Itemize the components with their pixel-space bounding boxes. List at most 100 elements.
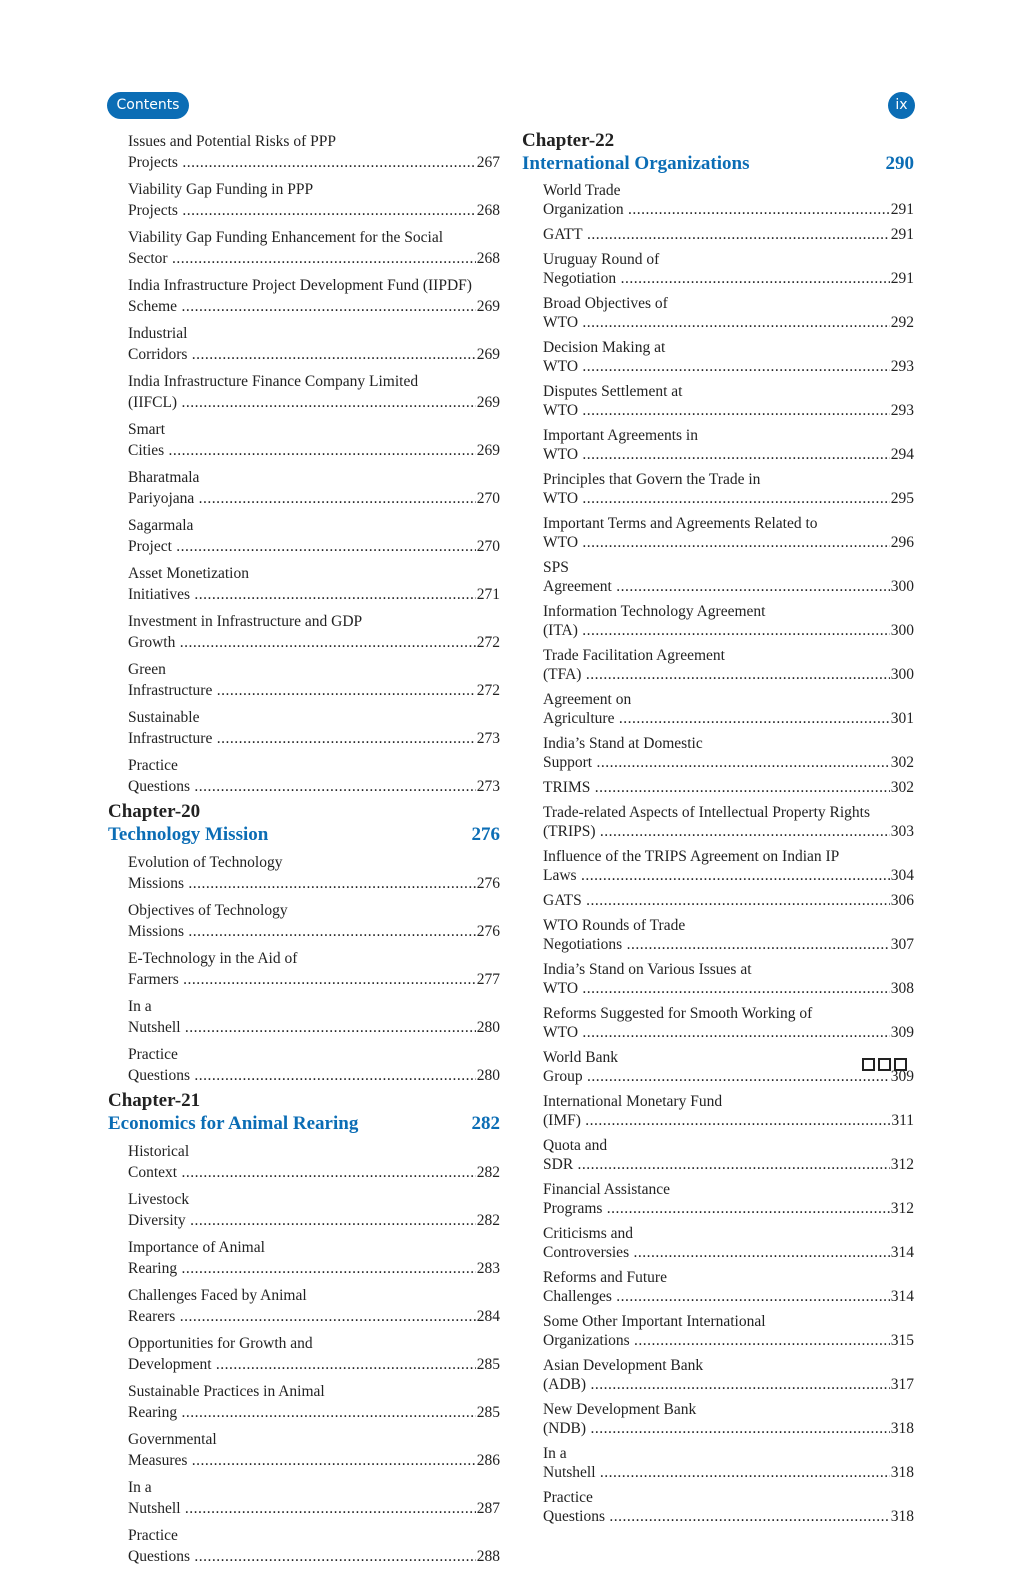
toc-entry[interactable]: Principles that Govern the Trade in WTO2… [543,470,914,508]
toc-entry-title: World Bank Group [543,1049,914,1085]
toc-entry-page: 306 [889,891,914,910]
toc-entry[interactable]: Disputes Settlement at WTO293 [543,382,914,420]
toc-entry[interactable]: Viability Gap Funding Enhancement for th… [128,227,500,269]
toc-entry[interactable]: India Infrastructure Finance Company Lim… [128,371,500,413]
toc-entry-page: 270 [475,536,500,557]
toc-entry[interactable]: India’s Stand at Domestic Support302 [543,734,914,772]
toc-entry-page: 302 [889,778,914,797]
toc-entry[interactable]: Importance of Animal Rearing283 [128,1237,500,1279]
toc-entry[interactable]: GATT291 [543,225,914,244]
toc-entry-title: In a Nutshell [128,1479,500,1517]
toc-entry-page: 287 [475,1498,500,1519]
toc-entry[interactable]: Decision Making at WTO293 [543,338,914,376]
toc-entry-page: 291 [889,200,914,219]
toc-entry[interactable]: In a Nutshell280 [128,996,500,1038]
toc-entry-page: 280 [475,1065,500,1086]
toc-entry-page: 285 [475,1402,500,1423]
toc-entry[interactable]: WTO Rounds of Trade Negotiations307 [543,916,914,954]
toc-entry[interactable]: SPS Agreement300 [543,558,914,596]
toc-entry[interactable]: India Infrastructure Project Development… [128,275,500,317]
toc-entry[interactable]: GATS306 [543,891,914,910]
toc-entry[interactable]: New Development Bank (NDB)318 [543,1400,914,1438]
toc-entry-page: 269 [475,344,500,365]
toc-entry-title: Broad Objectives of WTO [543,295,914,331]
toc-entry[interactable]: In a Nutshell287 [128,1477,500,1519]
toc-entry-title: Viability Gap Funding in PPP Projects [128,181,500,219]
toc-entry[interactable]: Some Other Important International Organ… [543,1312,914,1350]
toc-entry[interactable]: Influence of the TRIPS Agreement on Indi… [543,847,914,885]
toc-entry[interactable]: Asian Development Bank (ADB)317 [543,1356,914,1394]
toc-entry[interactable]: Practice Questions273 [128,755,500,797]
toc-entry-page: 309 [889,1023,914,1042]
toc-entry[interactable]: Information Technology Agreement (ITA)30… [543,602,914,640]
toc-entry-title: Trade Facilitation Agreement (TFA) [543,647,914,683]
toc-entry-title: Practice Questions [128,1527,500,1565]
toc-entry[interactable]: Objectives of Technology Missions276 [128,900,500,942]
toc-entry-title: International Monetary Fund (IMF) [543,1093,914,1129]
toc-entry[interactable]: India’s Stand on Various Issues at WTO30… [543,960,914,998]
toc-entry-page: 271 [475,584,500,605]
toc-entry[interactable]: Smart Cities269 [128,419,500,461]
toc-entry[interactable]: Sustainable Practices in Animal Rearing2… [128,1381,500,1423]
toc-entry[interactable]: Sagarmala Project270 [128,515,500,557]
toc-entry-title: In a Nutshell [128,998,500,1036]
toc-entry[interactable]: International Monetary Fund (IMF)311 [543,1092,914,1130]
toc-entry-page: 284 [475,1306,500,1327]
toc-entry[interactable]: Financial Assistance Programs312 [543,1180,914,1218]
toc-entry-title: Information Technology Agreement (ITA) [543,603,914,639]
toc-entry[interactable]: Quota and SDR312 [543,1136,914,1174]
toc-entry[interactable]: Important Agreements in WTO294 [543,426,914,464]
toc-entry[interactable]: Sustainable Infrastructure273 [128,707,500,749]
toc-entry[interactable]: TRIMS302 [543,778,914,797]
toc-entry-title: Principles that Govern the Trade in WTO [543,471,914,507]
toc-entry[interactable]: Industrial Corridors269 [128,323,500,365]
toc-entry[interactable]: Reforms Suggested for Smooth Working of … [543,1004,914,1042]
chapter-title[interactable]: International Organizations 290 [522,152,914,176]
toc-entry-title: Investment in Infrastructure and GDP Gro… [128,613,500,651]
toc-entry[interactable]: Green Infrastructure272 [128,659,500,701]
left-column: Issues and Potential Risks of PPP Projec… [108,131,500,1573]
toc-entry[interactable]: Livestock Diversity282 [128,1189,500,1231]
toc-entry-page: 273 [475,728,500,749]
toc-entry-title: Reforms Suggested for Smooth Working of … [543,1005,914,1041]
toc-entry-page: 288 [475,1546,500,1567]
chapter-title[interactable]: Technology Mission 276 [108,823,500,847]
toc-entry[interactable]: Uruguay Round of Negotiation291 [543,250,914,288]
toc-entry-title: Sustainable Practices in Animal Rearing [128,1383,500,1421]
toc-entry[interactable]: Important Terms and Agreements Related t… [543,514,914,552]
toc-entry[interactable]: Issues and Potential Risks of PPP Projec… [128,131,500,173]
toc-entry-title: Challenges Faced by Animal Rearers [128,1287,500,1325]
toc-entry[interactable]: Agreement on Agriculture301 [543,690,914,728]
toc-entry[interactable]: Challenges Faced by Animal Rearers284 [128,1285,500,1327]
chapter-title[interactable]: Economics for Animal Rearing 282 [108,1112,500,1136]
toc-entry[interactable]: World Bank Group309 [543,1048,914,1086]
toc-entry[interactable]: Reforms and Future Challenges314 [543,1268,914,1306]
toc-entry-page: 315 [889,1331,914,1350]
page-number: ix [888,92,915,119]
toc-entry-title: Decision Making at WTO [543,339,914,375]
toc-entry[interactable]: Practice Questions318 [543,1488,914,1526]
toc-entry[interactable]: Trade Facilitation Agreement (TFA)300 [543,646,914,684]
toc-entry[interactable]: E-Technology in the Aid of Farmers277 [128,948,500,990]
toc-entry-title: Quota and SDR [543,1137,914,1173]
toc-entry[interactable]: Practice Questions288 [128,1525,500,1567]
toc-entry[interactable]: In a Nutshell318 [543,1444,914,1482]
toc-entry[interactable]: Viability Gap Funding in PPP Projects268 [128,179,500,221]
toc-entry-title: Influence of the TRIPS Agreement on Indi… [543,848,914,884]
toc-entry[interactable]: Criticisms and Controversies314 [543,1224,914,1262]
toc-entry-title: Objectives of Technology Missions [128,902,500,940]
toc-entry-title: India’s Stand on Various Issues at WTO [543,961,914,997]
toc-entry[interactable]: Trade-related Aspects of Intellectual Pr… [543,803,914,841]
toc-entry[interactable]: Governmental Measures286 [128,1429,500,1471]
toc-entry[interactable]: World Trade Organization291 [543,181,914,219]
toc-entry-title: WTO Rounds of Trade Negotiations [543,917,914,953]
toc-entry[interactable]: Bharatmala Pariyojana270 [128,467,500,509]
toc-entry[interactable]: Practice Questions280 [128,1044,500,1086]
end-mark-icon [862,1058,907,1071]
toc-entry[interactable]: Evolution of Technology Missions276 [128,852,500,894]
toc-entry[interactable]: Opportunities for Growth and Development… [128,1333,500,1375]
toc-entry[interactable]: Broad Objectives of WTO292 [543,294,914,332]
toc-entry[interactable]: Investment in Infrastructure and GDP Gro… [128,611,500,653]
toc-entry[interactable]: Asset Monetization Initiatives271 [128,563,500,605]
toc-entry[interactable]: Historical Context282 [128,1141,500,1183]
